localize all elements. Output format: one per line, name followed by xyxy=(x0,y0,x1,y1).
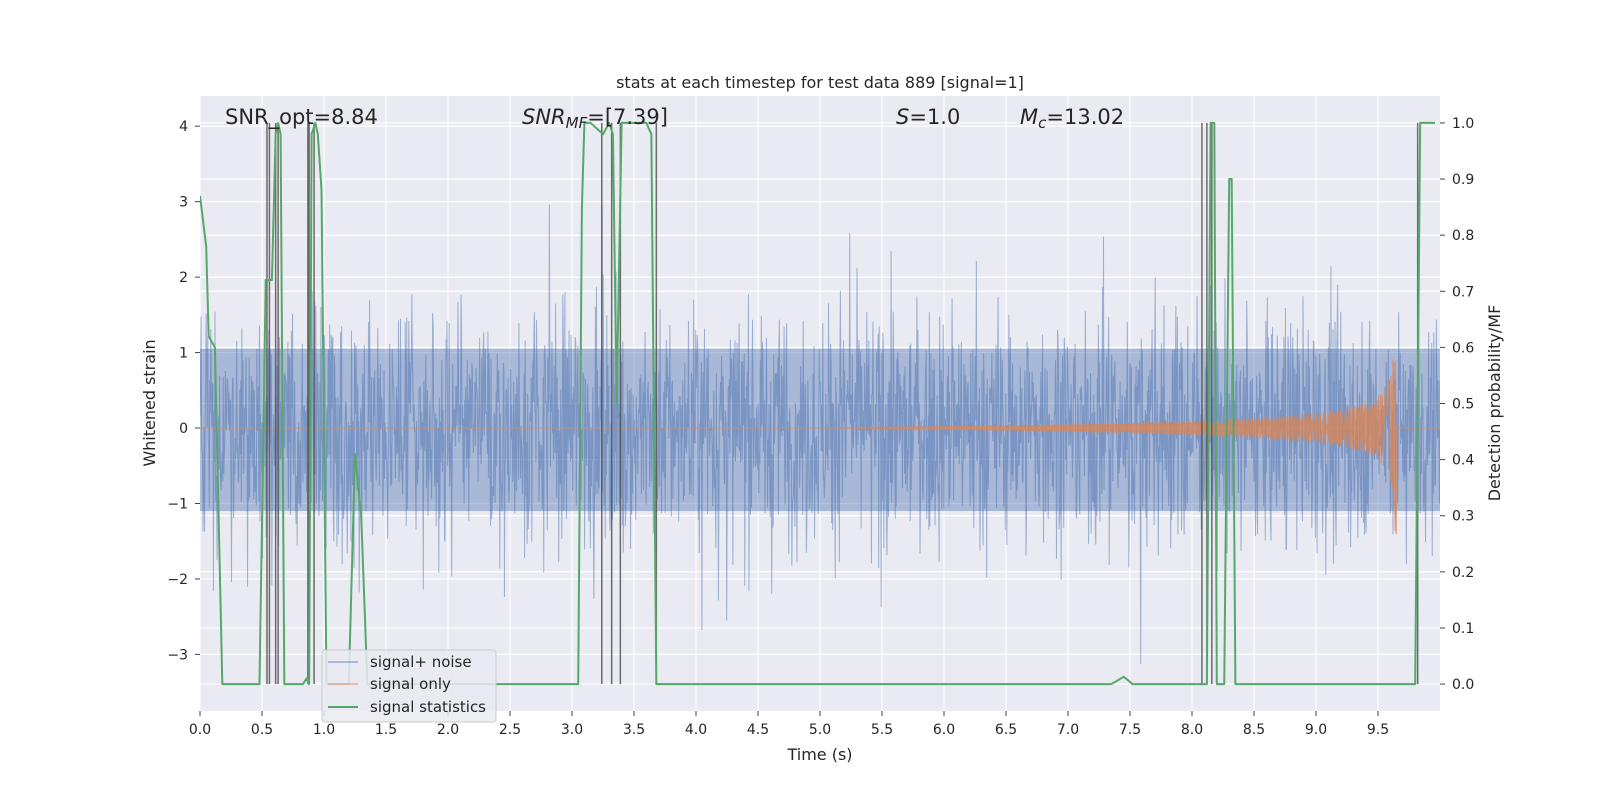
y-tick-label-right: 0.0 xyxy=(1452,677,1474,693)
y-tick-label-left: 0 xyxy=(179,421,188,437)
y-tick-label-left: −3 xyxy=(167,647,188,663)
x-tick-label: 8.0 xyxy=(1181,722,1203,738)
x-tick-label: 8.5 xyxy=(1243,722,1265,738)
x-tick-label: 0.5 xyxy=(251,722,273,738)
annotation-s: S=1.0 xyxy=(896,105,960,129)
ticks: 0.0 0.5 1.0 1.5 2.0 2.5 3.0 3.5 4.0 4.5 5.0 5.5 6.0 6… xyxy=(167,116,1474,738)
x-tick-label: 5.0 xyxy=(809,722,831,738)
x-tick-label: 9.0 xyxy=(1305,722,1327,738)
y-tick-label-left: 3 xyxy=(179,195,188,211)
y-tick-label-right: 0.3 xyxy=(1452,509,1474,525)
x-tick-label: 0.0 xyxy=(189,722,211,738)
vertical-markers xyxy=(266,122,1419,685)
x-tick-label: 2.0 xyxy=(437,722,459,738)
y-axis-label-left: Whitened strain xyxy=(140,339,159,466)
x-tick-label: 7.0 xyxy=(1057,722,1079,738)
x-tick-label: 7.5 xyxy=(1119,722,1141,738)
x-tick-label: 2.5 xyxy=(499,722,521,738)
annotation-snr-opt: SNR_opt=8.84 xyxy=(225,105,378,130)
chart-title: stats at each timestep for test data 889… xyxy=(616,73,1024,92)
legend: signal+ noise signal only signal statist… xyxy=(321,649,497,723)
y-tick-label-left: −1 xyxy=(167,496,188,512)
x-tick-label: 3.5 xyxy=(623,722,645,738)
legend-label-signal-only: signal only xyxy=(370,675,451,693)
x-tick-label: 6.5 xyxy=(995,722,1017,738)
y-tick-label-left: 1 xyxy=(179,346,188,362)
y-tick-label-right: 0.6 xyxy=(1452,340,1474,356)
y-tick-label-right: 0.8 xyxy=(1452,228,1474,244)
signal-statistics-line xyxy=(200,121,1436,686)
y-tick-label-left: −2 xyxy=(167,572,188,588)
x-tick-label: 6.0 xyxy=(933,722,955,738)
series-signal-only xyxy=(200,359,1440,535)
signal-only-line xyxy=(200,359,1440,535)
x-tick-label: 1.5 xyxy=(375,722,397,738)
legend-label-signal-plus-noise: signal+ noise xyxy=(370,653,472,671)
y-tick-label-right: 0.4 xyxy=(1452,453,1474,469)
x-tick-label: 1.0 xyxy=(313,722,335,738)
legend-label-signal-statistics: signal statistics xyxy=(370,698,486,716)
x-tick-label: 4.5 xyxy=(747,722,769,738)
y-tick-label-left: 4 xyxy=(179,119,188,135)
series-signal-statistics xyxy=(200,121,1436,686)
x-tick-label: 4.0 xyxy=(685,722,707,738)
annotation-snr-mf: SNRMF=[7.39] xyxy=(522,105,668,132)
x-tick-label: 3.0 xyxy=(561,722,583,738)
y-tick-label-right: 0.5 xyxy=(1452,397,1474,413)
y-tick-label-right: 1.0 xyxy=(1452,116,1474,132)
y-tick-label-right: 0.7 xyxy=(1452,284,1474,300)
x-axis-label: Time (s) xyxy=(786,745,852,764)
legend-box xyxy=(321,649,497,723)
annotation-mc: Mc=13.02 xyxy=(1020,105,1124,132)
y-tick-label-left: 2 xyxy=(179,270,188,286)
y-tick-label-right: 0.1 xyxy=(1452,621,1474,637)
y-axis-label-right: Detection probability/MF xyxy=(1485,305,1504,502)
y-tick-label-right: 0.9 xyxy=(1452,172,1474,188)
x-tick-label: 9.5 xyxy=(1367,722,1389,738)
y-tick-label-right: 0.2 xyxy=(1452,565,1474,581)
x-tick-label: 5.5 xyxy=(871,722,893,738)
